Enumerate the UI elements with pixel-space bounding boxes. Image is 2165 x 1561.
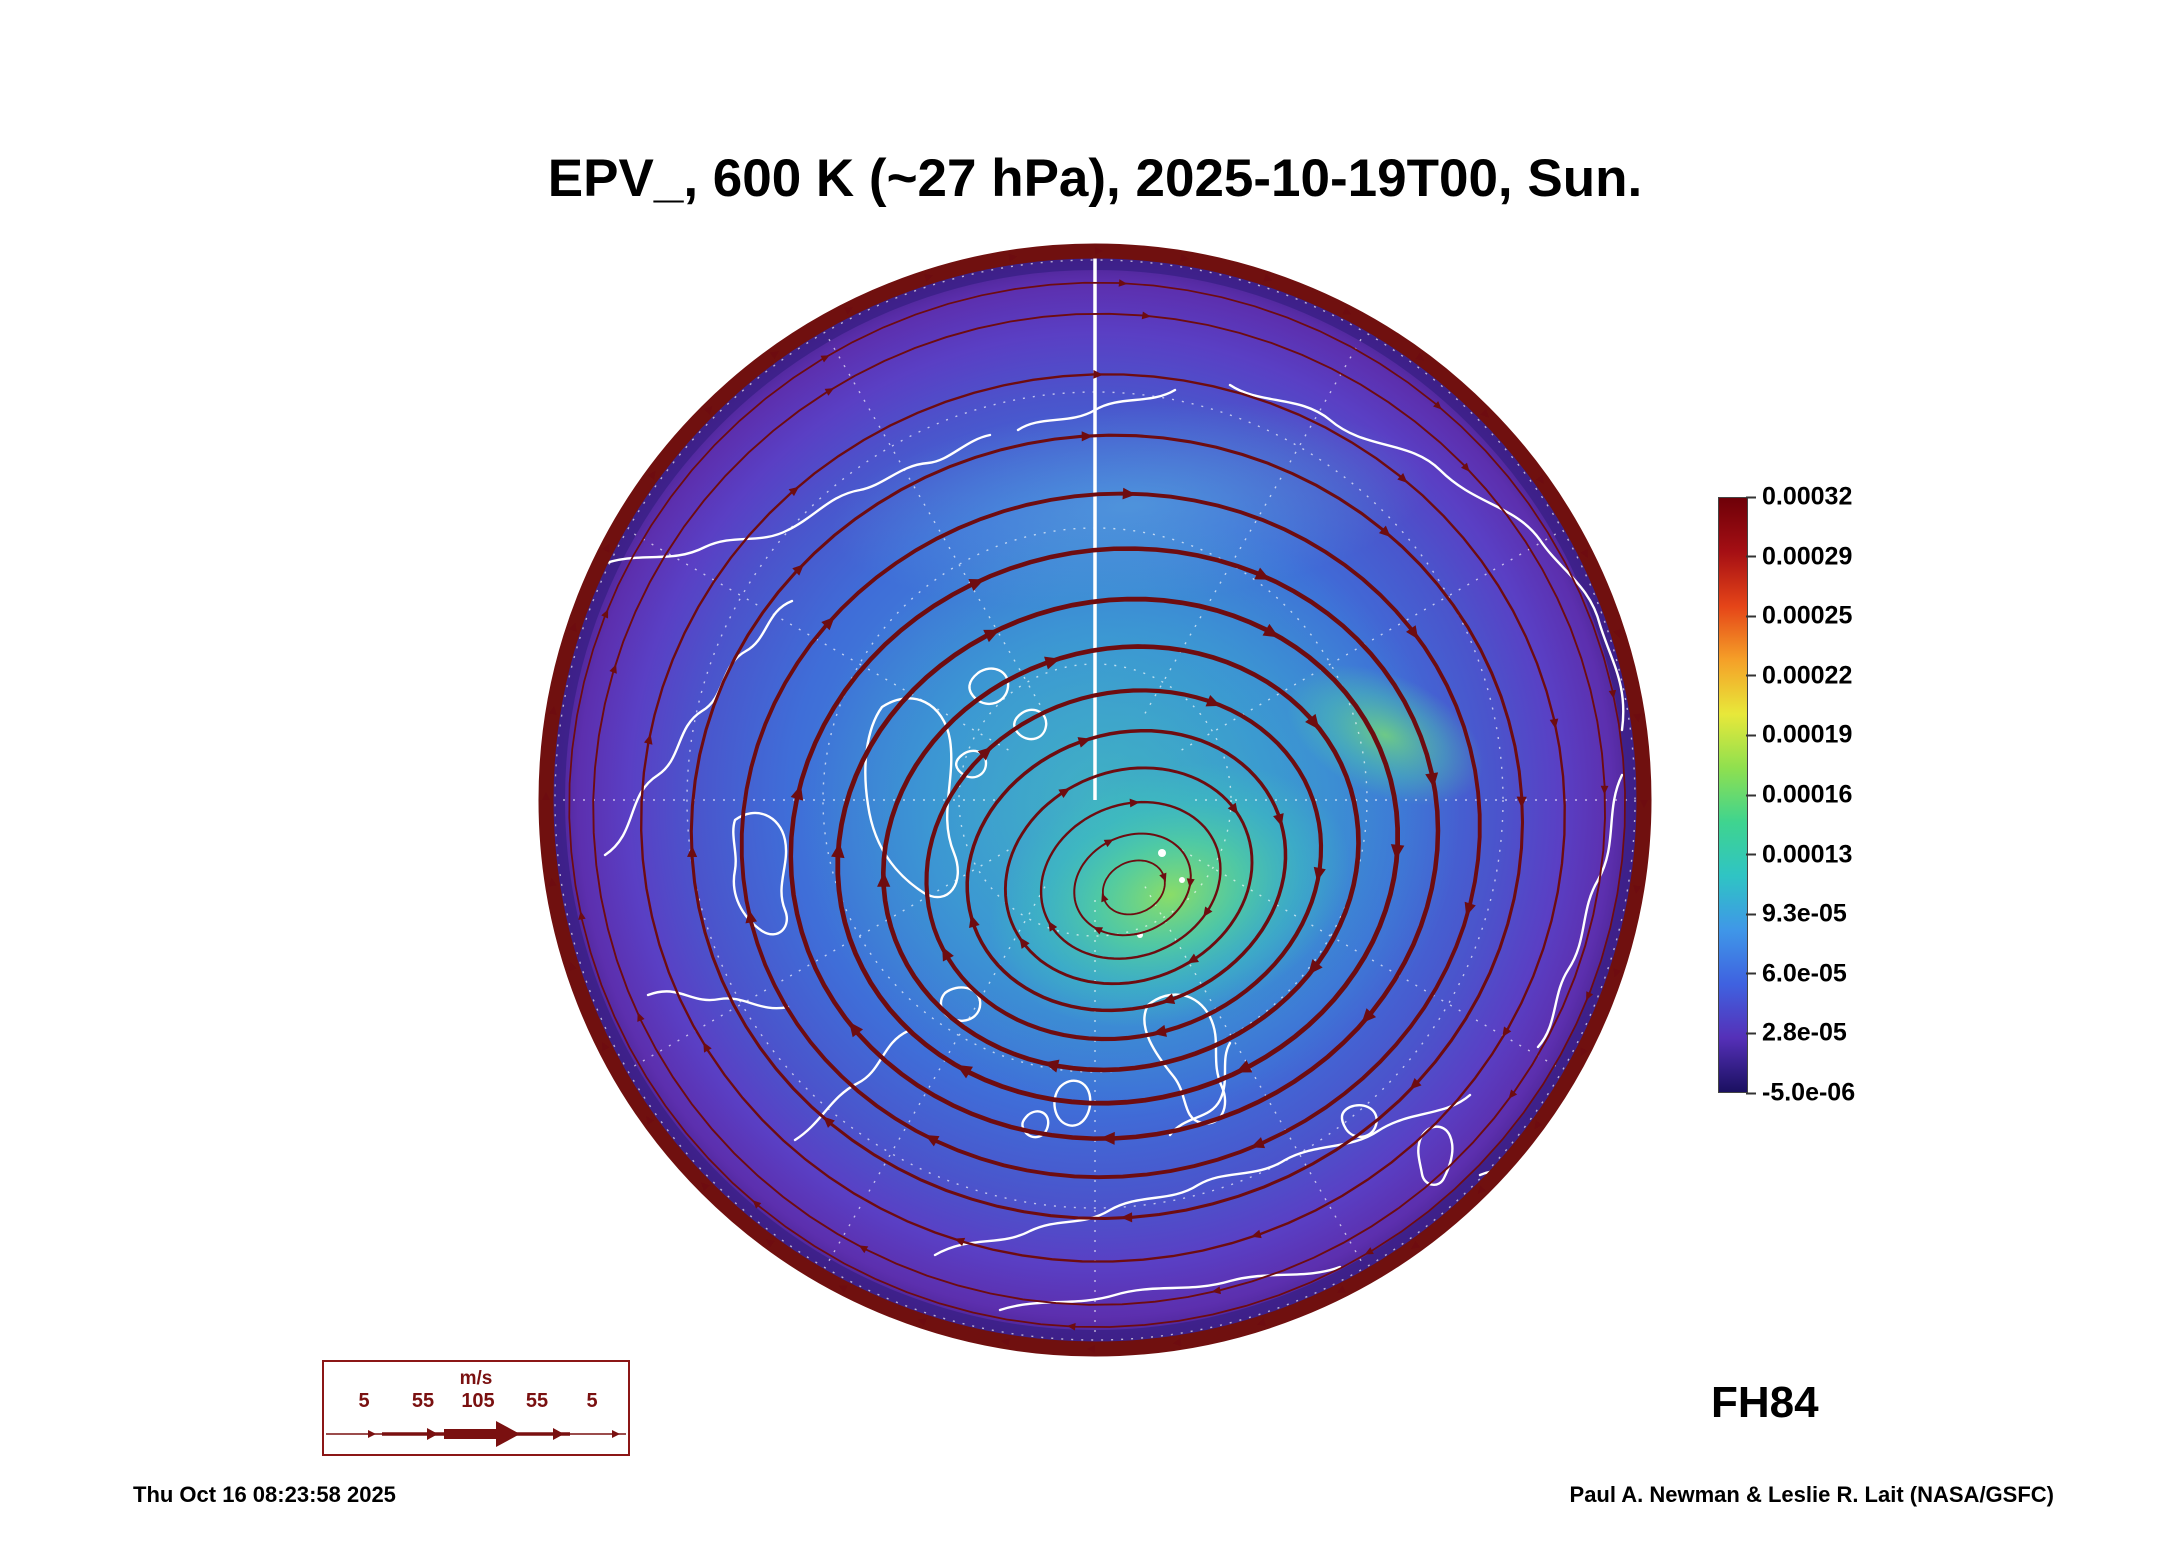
credit-text: Paul A. Newman & Leslie R. Lait (NASA/GS… [1569,1482,2054,1507]
colorbar-tick: 0.00032 [1762,482,1853,511]
colorbar-tick: 0.00016 [1762,780,1853,809]
forecast-hour-label: FH84 [1711,1378,1819,1427]
colorbar [1718,497,1748,1093]
colorbar-tick: 0.00013 [1762,840,1853,869]
streamlines [568,279,1626,1331]
wind-legend-speed: 5 [586,1390,598,1412]
colorbar-tick: 2.8e-05 [1762,1018,1847,1047]
colorbar-tick: 0.00022 [1762,661,1853,690]
plot-title: EPV_, 600 K (~27 hPa), 2025-10-19T00, Su… [547,149,1643,208]
colorbar-tick: 0.00029 [1762,542,1853,571]
wind-speed-legend: m/s 5 55 105 55 5 [322,1360,630,1456]
wind-legend-arrows [326,1421,626,1447]
wind-legend-speed: 5 [358,1390,370,1412]
colorbar-tick: 0.00025 [1762,601,1853,630]
colorbar-tick: 9.3e-05 [1762,899,1847,928]
colorbar-tick: -5.0e-06 [1762,1078,1856,1107]
wind-legend-speed: 105 [461,1390,495,1412]
generation-timestamp: Thu Oct 16 08:23:58 2025 [133,1482,396,1507]
wind-legend-units-label: m/s [459,1368,493,1389]
polar-map [538,243,1652,1357]
wind-legend-speed: 55 [525,1390,549,1412]
colorbar-tick: 6.0e-05 [1762,959,1847,988]
wind-legend-speed: 55 [411,1390,435,1412]
colorbar-tick: 0.00019 [1762,720,1853,749]
coastlines [598,383,1630,1312]
rim-arrows [542,247,1648,1353]
